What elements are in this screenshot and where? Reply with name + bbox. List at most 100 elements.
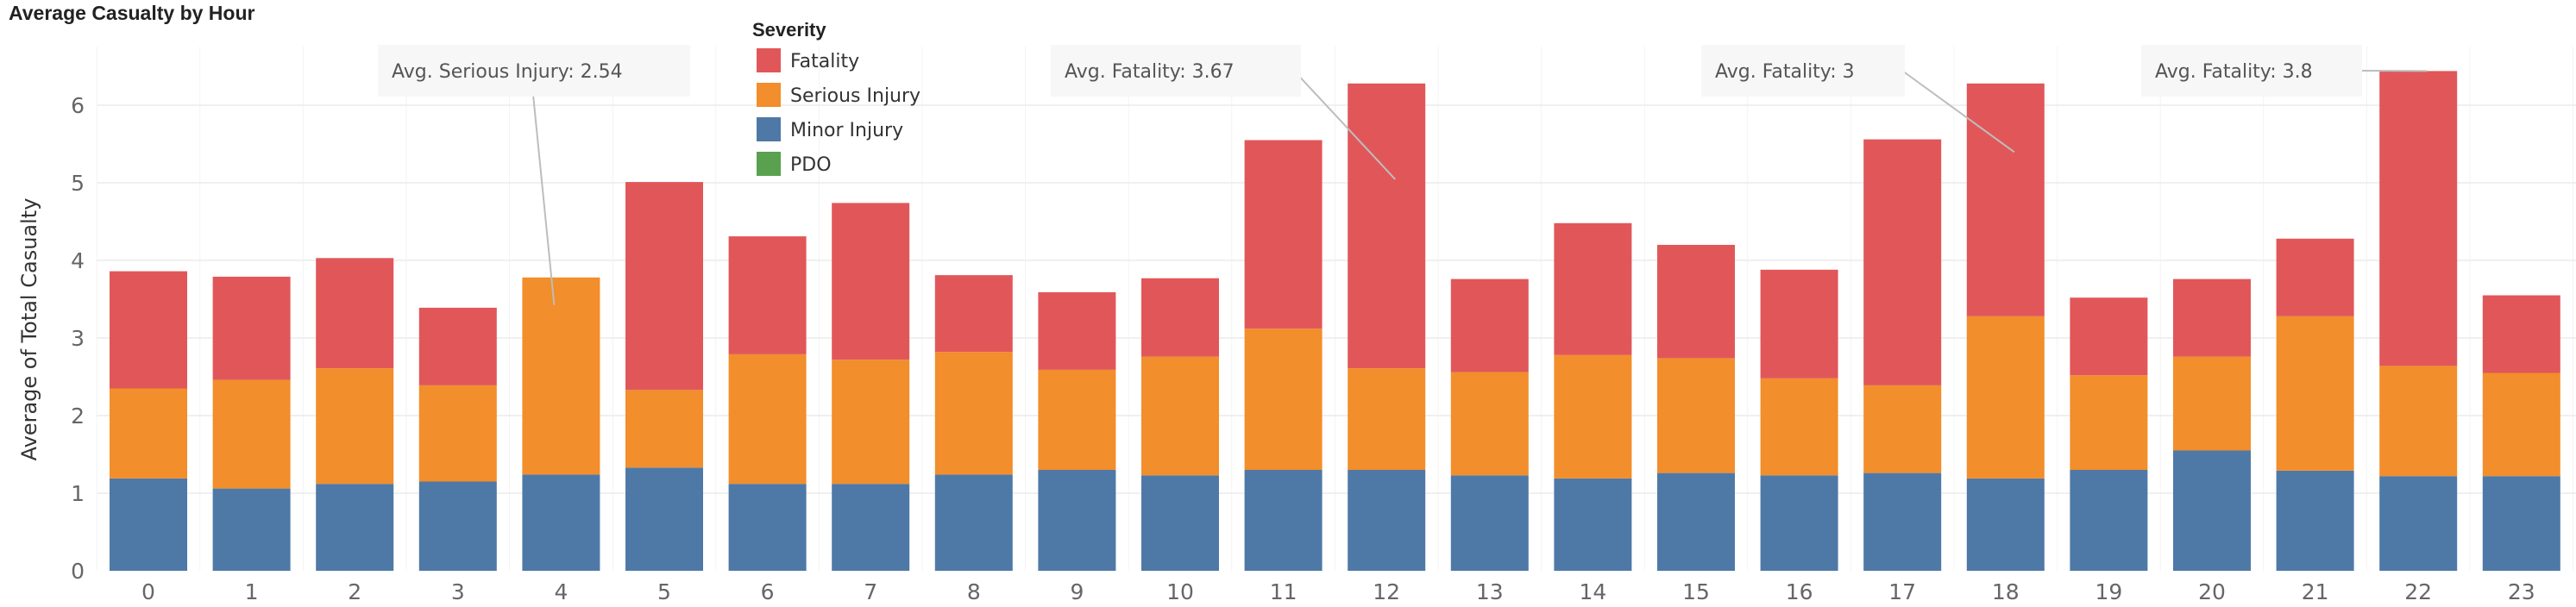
x-tick-label: 5	[657, 579, 671, 604]
legend-title: Severity	[752, 19, 826, 41]
x-tick-label: 10	[1166, 579, 1194, 604]
bar-segment-minor-injury	[1760, 475, 1838, 571]
bar-segment-serious-injury	[1760, 378, 1838, 476]
bar-segment-minor-injury	[522, 474, 600, 571]
legend-item-label: Minor Injury	[790, 120, 903, 141]
bar-segment-fatality	[1038, 291, 1116, 370]
x-tick-label: 18	[1992, 579, 2020, 604]
x-tick-label: 13	[1476, 579, 1504, 604]
bar-segment-serious-injury	[728, 354, 807, 485]
bar-segment-minor-injury	[212, 488, 291, 571]
bar-segment-minor-injury	[2070, 470, 2148, 571]
x-tick-label: 4	[554, 579, 568, 604]
bar-segment-serious-injury	[1038, 369, 1116, 470]
x-tick-label: 22	[2404, 579, 2432, 604]
bar-segment-fatality	[728, 236, 807, 354]
bar-segment-fatality	[1966, 83, 2045, 316]
annotation-box	[1701, 45, 1905, 97]
bar-segment-minor-injury	[2276, 470, 2354, 571]
bar-segment-fatality	[2482, 295, 2560, 373]
y-tick-label: 6	[71, 93, 85, 118]
bar-segment-serious-injury	[1554, 354, 1632, 479]
bar-segment-fatality	[832, 203, 910, 360]
bar-segment-fatality	[1863, 139, 1942, 385]
x-tick-label: 11	[1270, 579, 1297, 604]
bar-segment-serious-injury	[2379, 366, 2458, 477]
bar-segment-minor-injury	[2379, 476, 2458, 571]
legend-swatch	[757, 83, 781, 107]
bar-segment-fatality	[934, 275, 1013, 353]
bar-segment-minor-injury	[1244, 470, 1323, 571]
bar-segment-minor-injury	[1141, 475, 1219, 571]
x-tick-label: 17	[1888, 579, 1916, 604]
bar-segment-minor-injury	[316, 484, 394, 571]
annotation-pointer	[1901, 70, 2015, 153]
x-tick-label: 3	[451, 579, 465, 604]
bar-segment-serious-injury	[1348, 368, 1426, 470]
bar-segment-minor-injury	[1657, 472, 1735, 571]
x-tick-label: 6	[761, 579, 775, 604]
bar-segment-fatality	[1760, 269, 1838, 379]
bar-segment-serious-injury	[1657, 358, 1735, 473]
bar-segment-minor-injury	[728, 484, 807, 571]
annotation-pointer	[1293, 70, 1396, 180]
bar-segment-fatality	[1244, 140, 1323, 329]
annotation-box	[378, 45, 690, 97]
annotation-label: Avg. Serious Injury: 2.54	[392, 61, 623, 83]
x-tick-label: 12	[1373, 579, 1400, 604]
bar-segment-fatality	[316, 258, 394, 369]
annotation-label: Avg. Fatality: 3.8	[2155, 61, 2313, 83]
bar-segment-fatality	[1141, 278, 1219, 357]
annotations: Avg. Serious Injury: 2.54 Avg. Fatality: …	[378, 45, 2428, 305]
bar-segment-fatality	[625, 182, 703, 391]
x-tick-label: 0	[141, 579, 155, 604]
annotation-box	[2141, 45, 2362, 97]
bar-segment-minor-injury	[1966, 478, 2045, 571]
y-tick-label: 2	[71, 404, 85, 429]
annotation-box	[1051, 45, 1301, 97]
x-tick-label: 16	[1786, 579, 1813, 604]
bar-segment-serious-injury	[418, 385, 497, 482]
x-tick-label: 20	[2198, 579, 2226, 604]
bar-segment-serious-injury	[1863, 385, 1942, 473]
y-tick-label: 5	[71, 171, 85, 196]
bar-segment-fatality	[1450, 278, 1529, 372]
bar-segment-serious-injury	[110, 388, 187, 479]
bar-segment-serious-injury	[1450, 372, 1529, 476]
x-tick-label: 8	[967, 579, 981, 604]
bar-segment-fatality	[418, 307, 497, 385]
bar-segment-fatality	[2070, 297, 2148, 376]
bar-segment-minor-injury	[934, 474, 1013, 571]
bar-segment-minor-injury	[2173, 450, 2251, 571]
annotation-label: Avg. Fatality: 3.67	[1065, 61, 1235, 83]
y-tick-label: 3	[71, 326, 85, 351]
bar-segment-minor-injury	[418, 481, 497, 571]
bar-segment-minor-injury	[625, 467, 703, 571]
bar-segment-serious-injury	[625, 390, 703, 468]
bar-segment-serious-injury	[2482, 372, 2560, 477]
x-tick-label: 23	[2508, 579, 2535, 604]
x-tick-label: 15	[1682, 579, 1710, 604]
bar-segment-minor-injury	[2482, 476, 2560, 571]
bar-segment-minor-injury	[1348, 470, 1426, 571]
bar-segment-serious-injury	[2070, 375, 2148, 470]
bar-segment-serious-injury	[1966, 316, 2045, 479]
x-tick-label: 19	[2095, 579, 2122, 604]
bar-segment-serious-injury	[1244, 329, 1323, 470]
bar-segment-fatality	[2379, 71, 2458, 366]
legend-swatch	[757, 117, 781, 141]
legend-item-label: Fatality	[790, 51, 859, 72]
annotation-pointer	[532, 94, 556, 305]
bar-segment-serious-injury	[2173, 356, 2251, 451]
annotation-label: Avg. Fatality: 3	[1715, 61, 1855, 83]
legend-item-label: Serious Injury	[790, 85, 920, 107]
y-tick-label: 1	[71, 481, 85, 506]
bar-segment-serious-injury	[212, 379, 291, 489]
bar-segment-fatality	[212, 276, 291, 380]
bar-segment-serious-injury	[934, 352, 1013, 475]
x-tick-label: 21	[2302, 579, 2329, 604]
bar-segment-serious-injury	[1141, 356, 1219, 476]
legend-swatch	[757, 152, 781, 176]
legend: Severity Fatality Serious Injury Minor Inju…	[752, 19, 920, 176]
